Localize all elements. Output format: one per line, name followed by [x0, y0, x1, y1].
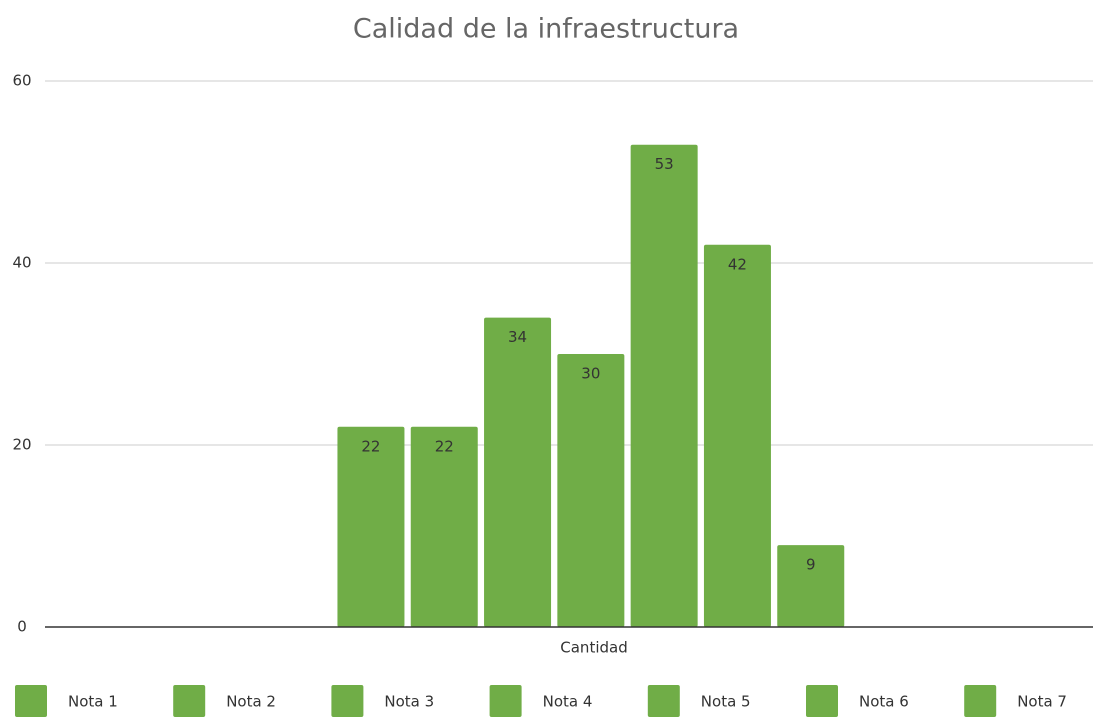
legend-label: Nota 6 — [859, 693, 909, 711]
x-tick-label: Cantidad — [560, 639, 627, 657]
y-tick-label: 60 — [12, 72, 31, 90]
data-label: 30 — [581, 365, 600, 383]
bar — [630, 144, 698, 627]
data-label: 34 — [508, 328, 527, 346]
bar — [703, 244, 771, 628]
legend-swatch — [647, 685, 680, 717]
chart-title: Calidad de la infraestructura — [353, 14, 739, 45]
legend-swatch — [489, 685, 522, 717]
legend-label: Nota 5 — [701, 693, 751, 711]
y-tick-label: 0 — [17, 618, 27, 636]
y-tick-label: 40 — [12, 254, 31, 272]
data-label: 22 — [435, 437, 454, 455]
legend-label: Nota 4 — [543, 693, 593, 711]
bar — [337, 426, 405, 627]
legend-label: Nota 1 — [68, 693, 118, 711]
legend-swatch — [964, 685, 997, 717]
legend-swatch — [173, 685, 206, 717]
bar — [484, 317, 552, 627]
data-label: 9 — [806, 556, 816, 574]
legend-label: Nota 2 — [226, 693, 276, 711]
legend-label: Nota 3 — [384, 693, 434, 711]
bar — [777, 545, 845, 627]
bar — [410, 426, 478, 627]
data-label: 42 — [728, 255, 747, 273]
data-label: 53 — [655, 155, 674, 173]
data-label: 22 — [361, 437, 380, 455]
legend-swatch — [806, 685, 838, 717]
legend-swatch — [331, 685, 364, 717]
y-tick-label: 20 — [12, 436, 31, 454]
bar — [557, 354, 625, 627]
legend-label: Nota 7 — [1017, 693, 1067, 711]
legend-swatch — [15, 685, 47, 717]
